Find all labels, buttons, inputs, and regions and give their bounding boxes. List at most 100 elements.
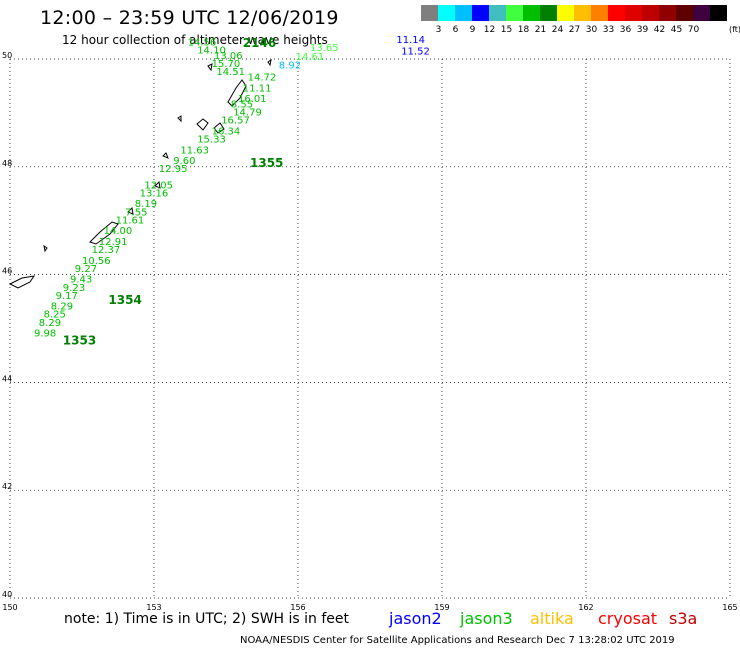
map-grid <box>9 58 731 599</box>
wave-height-label: 16.01 <box>238 94 267 105</box>
island-outline <box>127 206 134 215</box>
x-tick-label: 162 <box>578 603 593 612</box>
wave-height-label: 12.95 <box>159 164 188 175</box>
color-scale-label: 33 <box>602 25 615 35</box>
color-swatch <box>472 5 489 21</box>
color-swatch <box>455 5 472 21</box>
y-tick-label: 40 <box>2 590 12 599</box>
legend-item-jason3: jason3 <box>460 609 513 628</box>
color-swatch <box>540 5 557 21</box>
x-tick-label: 150 <box>2 603 17 612</box>
x-tick-label: 156 <box>290 603 305 612</box>
wave-height-label: 11.52 <box>401 47 430 58</box>
island-outline <box>8 275 36 289</box>
color-scale-label: 6 <box>452 25 459 35</box>
island-outline <box>43 244 48 253</box>
coastline <box>8 58 272 289</box>
y-tick-label: 50 <box>2 51 12 60</box>
wave-height-label: 13.65 <box>310 43 339 54</box>
wave-height-label: 9.17 <box>56 291 78 302</box>
wave-height-label: 8.29 <box>39 318 61 329</box>
x-tick-label: 153 <box>146 603 161 612</box>
y-tick-label: 42 <box>2 482 12 491</box>
color-scale-label: 15 <box>500 25 513 35</box>
color-swatch <box>523 5 540 21</box>
legend-item-cryosat: cryosat <box>598 609 658 628</box>
color-scale-label: 9 <box>469 25 476 35</box>
color-scale-label: 24 <box>551 25 564 35</box>
track-points: 9.988.298.258.299.179.239.439.2710.5612.… <box>34 36 283 348</box>
pass-id-label: 2146 <box>243 36 276 50</box>
wave-height-label: 14.72 <box>248 73 277 84</box>
wave-height-label: 8.55 <box>231 100 253 111</box>
pass-id-label: 1354 <box>108 293 141 307</box>
island-outline <box>154 180 161 189</box>
wave-height-label: 9.98 <box>34 329 56 340</box>
pass-id-label: 1355 <box>250 156 283 170</box>
wave-height-label: 8.19 <box>135 199 157 210</box>
legend-item-altika: altika <box>530 609 574 628</box>
color-swatch <box>574 5 591 21</box>
color-swatch <box>421 5 438 21</box>
footer-credit: NOAA/NESDIS Center for Satellite Applica… <box>240 635 675 646</box>
island-outline <box>196 118 209 131</box>
wave-height-label: 13.16 <box>140 188 169 199</box>
island-outline <box>177 115 182 123</box>
y-tick-label: 46 <box>2 267 12 276</box>
wave-height-label: 7.55 <box>125 207 147 218</box>
wave-height-label: 8.25 <box>44 310 66 321</box>
chart-title: 12:00 – 23:59 UTC 12/06/2019 <box>40 7 339 29</box>
color-scale-label: 12 <box>483 25 496 35</box>
wave-height-label: 14.56 <box>188 38 217 49</box>
wave-height-label: 14.10 <box>197 46 226 57</box>
wave-height-label: 16.57 <box>221 116 250 127</box>
color-swatch <box>608 5 625 21</box>
y-tick-label: 44 <box>2 374 12 383</box>
x-tick-label: 159 <box>434 603 449 612</box>
wave-height-label: 16.34 <box>212 126 241 137</box>
island-outline <box>267 58 272 67</box>
color-swatch <box>710 5 727 21</box>
wave-height-label: 14.00 <box>104 226 133 237</box>
color-swatch <box>642 5 659 21</box>
color-swatch <box>625 5 642 21</box>
color-swatch <box>438 5 455 21</box>
wave-height-label: 15.33 <box>197 135 226 146</box>
wave-height-label: 11.61 <box>116 215 145 226</box>
color-swatch <box>557 5 574 21</box>
color-scale-label: 3 <box>435 25 442 35</box>
wave-height-label: 13.06 <box>214 51 243 62</box>
wave-height-label: 9.43 <box>70 275 92 286</box>
pass-id-label: 1353 <box>63 334 96 348</box>
wave-height-label: 8.29 <box>51 302 73 313</box>
wave-height-label: 9.60 <box>173 156 195 167</box>
color-scale-label: 36 <box>619 25 632 35</box>
color-swatch <box>676 5 693 21</box>
wave-height-label: 14.79 <box>233 108 262 119</box>
island-outline <box>207 63 213 72</box>
wave-height-label: 14.51 <box>216 67 245 78</box>
color-scale-label: 30 <box>585 25 598 35</box>
wave-height-label: 8.92 <box>279 61 301 72</box>
color-scale-label: 45 <box>670 25 683 35</box>
island-outline <box>89 221 119 245</box>
island-outline <box>162 152 169 159</box>
chart-subtitle: 12 hour collection of altimeter wave hei… <box>62 33 328 47</box>
color-scale-unit: (ft) <box>729 25 740 34</box>
color-scale-label: 39 <box>636 25 649 35</box>
wave-height-label: 11.63 <box>180 145 209 156</box>
color-swatch <box>489 5 506 21</box>
island-outline <box>227 79 247 107</box>
legend-item-s3a: s3a <box>669 609 698 628</box>
wave-height-label: 12.05 <box>144 180 173 191</box>
wave-height-label: 12.91 <box>99 237 128 248</box>
color-scale-label: 21 <box>534 25 547 35</box>
wave-height-label: 14.61 <box>296 52 325 63</box>
color-scale-label: 42 <box>653 25 666 35</box>
color-swatch <box>693 5 710 21</box>
wave-height-label: 12.37 <box>92 245 121 256</box>
wave-height-label: 9.27 <box>75 264 97 275</box>
color-swatch <box>506 5 523 21</box>
